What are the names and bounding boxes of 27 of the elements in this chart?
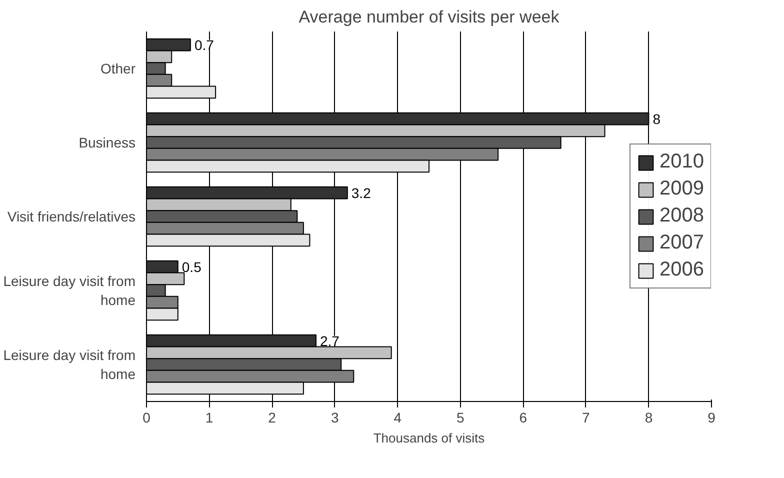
legend-label: 2010	[660, 150, 704, 174]
x-tick-label: 8	[644, 410, 653, 426]
data-label: 8	[652, 110, 661, 127]
legend-label: 2006	[660, 258, 704, 282]
data-label: 0.5	[182, 258, 202, 275]
x-tick-label: 1	[205, 410, 214, 426]
x-tick-label: 5	[456, 410, 464, 426]
data-label: 2.7	[320, 332, 340, 349]
y-tick-label: Visit friends/relatives	[7, 208, 136, 224]
x-tick-label: 4	[394, 410, 402, 426]
data-label: 3.2	[351, 184, 372, 201]
x-tick-label: 2	[268, 410, 276, 426]
chart-title: Average number of visits per week	[298, 8, 560, 26]
x-tick-label: 7	[582, 410, 590, 426]
x-tick-label: 0	[142, 410, 151, 426]
x-tick-label: 3	[330, 410, 339, 426]
y-tick-label: Business	[78, 134, 136, 150]
legend-label: 2008	[660, 204, 704, 228]
data-label: 0.7	[194, 36, 214, 53]
x-tick-label: 9	[708, 410, 716, 426]
x-axis-title: Thousands of visits	[373, 430, 486, 446]
x-tick-label: 6	[519, 410, 528, 426]
legend-label: 2009	[660, 178, 704, 200]
y-tick-label: Leisure day visit from home	[3, 272, 136, 308]
legend-label: 2007	[660, 232, 704, 254]
y-tick-label: Leisure day visit from home	[3, 346, 136, 382]
y-tick-label: Other	[100, 60, 136, 76]
